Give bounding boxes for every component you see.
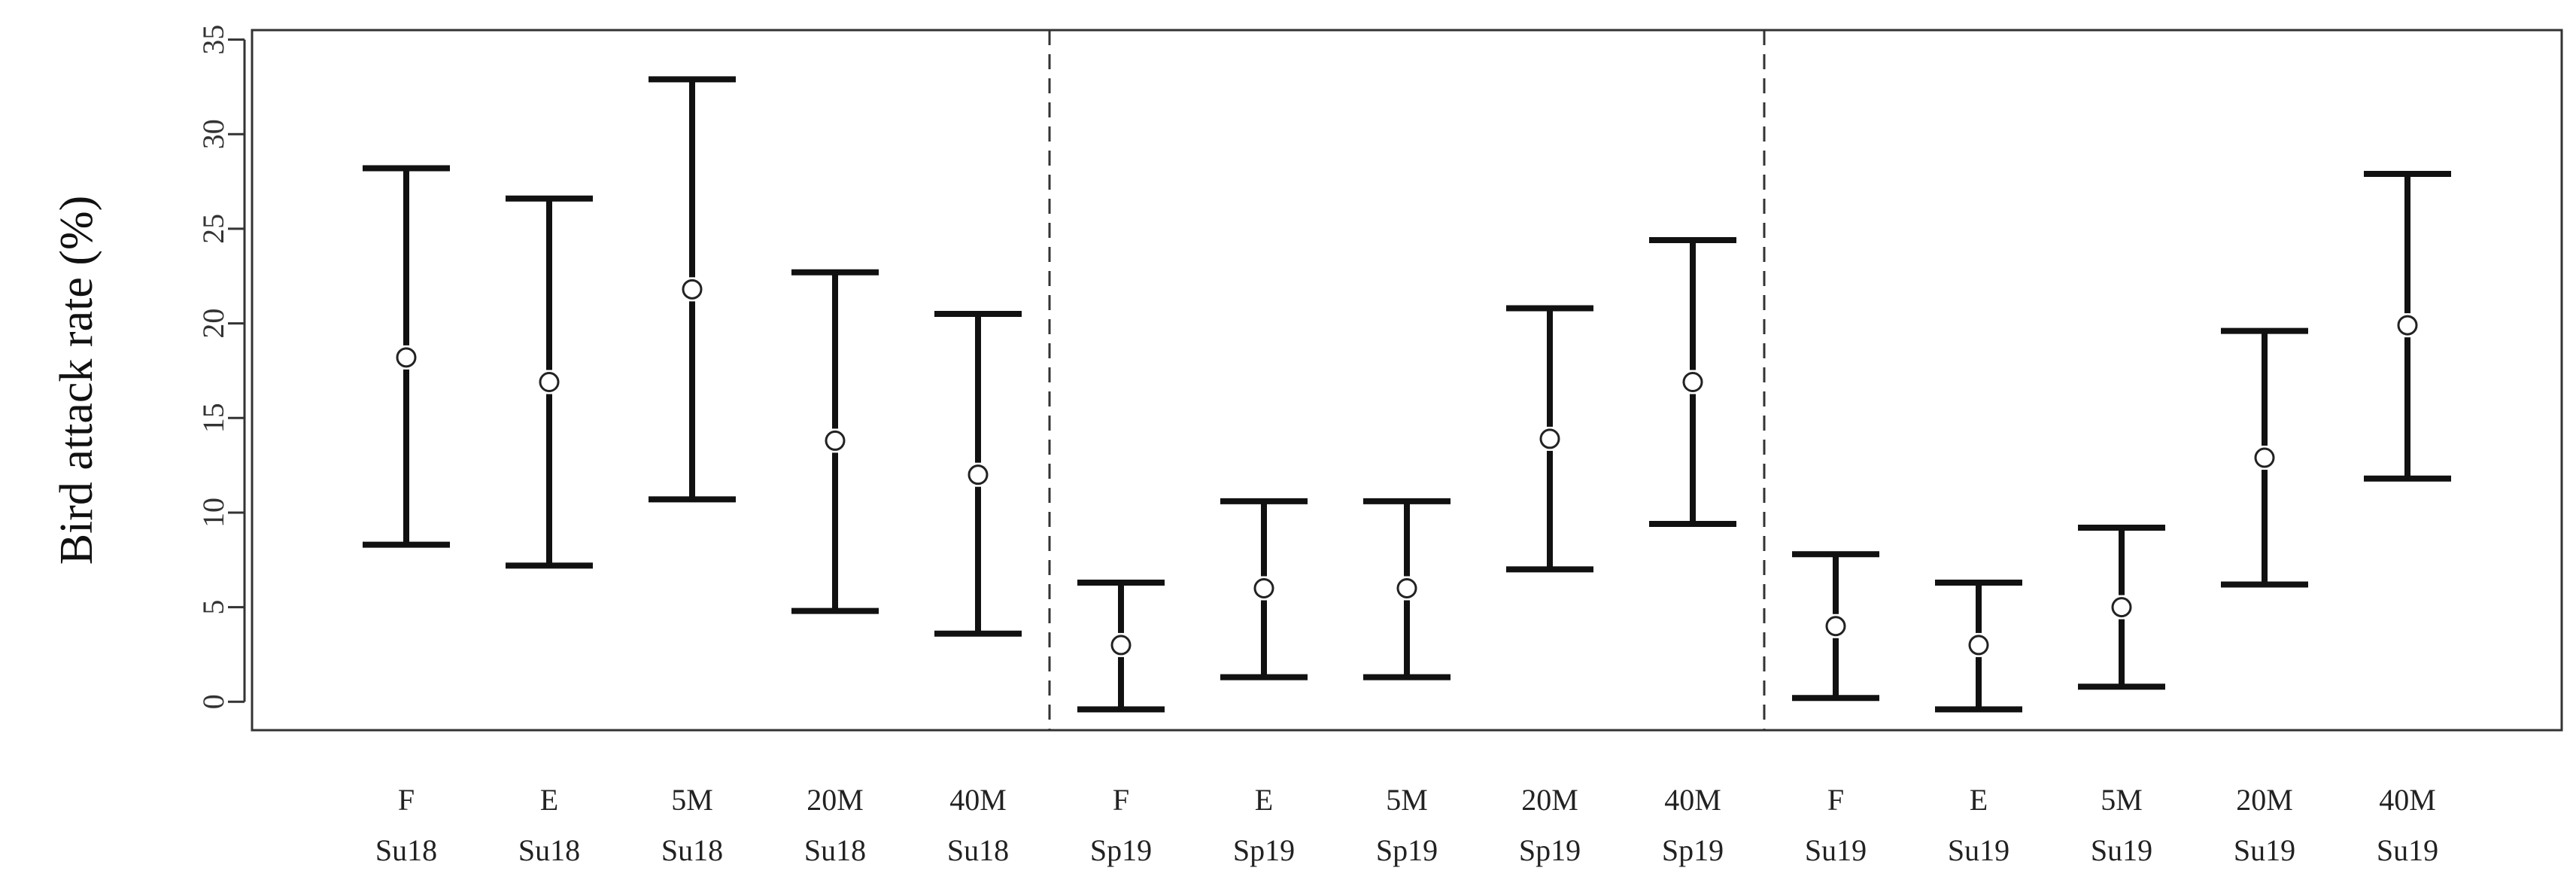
x-tick-label-treatment: 40M — [1664, 783, 1721, 817]
x-tick-label-treatment: 20M — [1521, 783, 1578, 817]
x-tick-label-season: Su19 — [1948, 833, 2009, 867]
x-axis: F Su18 E Su18 5M Su18 20M Su18 40M Su18 F Sp19 E Sp19… — [375, 783, 2438, 867]
y-axis: 0 5 10 15 20 25 30 35 — [196, 25, 246, 709]
y-tick-label: 25 — [196, 214, 230, 244]
error-bar-group — [2078, 525, 2165, 690]
x-tick-label-treatment: E — [540, 783, 558, 817]
error-bar-group — [1077, 579, 1165, 713]
x-tick-label-season: Su18 — [518, 833, 580, 867]
x-tick-label-treatment: E — [1255, 783, 1273, 817]
y-tick-label: 35 — [196, 25, 230, 55]
x-tick-label-season: Su18 — [804, 833, 866, 867]
point-estimate — [1968, 635, 1989, 656]
x-tick-label-treatment: 5M — [1386, 783, 1428, 817]
point-estimate — [682, 279, 703, 300]
y-tick-label: 5 — [196, 600, 230, 615]
x-tick-label-treatment: 5M — [2101, 783, 2143, 817]
error-bar-group — [934, 311, 1022, 637]
error-bar-group — [1935, 579, 2022, 713]
y-tick-label: 0 — [196, 694, 230, 709]
error-bar-group — [649, 76, 736, 503]
y-tick-label: 10 — [196, 498, 230, 528]
x-tick-label-season: Su19 — [2234, 833, 2295, 867]
error-bars-layer — [363, 76, 2451, 713]
error-bar-group — [791, 269, 879, 614]
point-estimate — [539, 372, 560, 393]
x-tick-label-season: Su18 — [947, 833, 1009, 867]
x-tick-label-treatment: 5M — [671, 783, 713, 817]
x-tick-label-treatment: 40M — [949, 783, 1007, 817]
error-bar-group — [1649, 237, 1736, 528]
y-tick-label: 20 — [196, 309, 230, 339]
point-estimate — [1253, 577, 1274, 598]
x-tick-label-season: Sp19 — [1090, 833, 1152, 867]
y-tick-label: 30 — [196, 119, 230, 149]
x-tick-label-treatment: F — [398, 783, 415, 817]
x-tick-label-season: Su19 — [2377, 833, 2438, 867]
x-tick-label-treatment: F — [1113, 783, 1129, 817]
x-tick-label-treatment: 40M — [2379, 783, 2436, 817]
x-tick-label-season: Sp19 — [1519, 833, 1581, 867]
error-bar-group — [363, 165, 450, 548]
error-bar-group — [1506, 305, 1593, 573]
x-tick-label-season: Sp19 — [1376, 833, 1438, 867]
plot-frame-layer — [251, 29, 2563, 732]
point-estimate — [1825, 616, 1846, 637]
x-tick-label-season: Su19 — [1805, 833, 1867, 867]
group-divider-layer — [1048, 30, 1766, 730]
error-bar-group — [1363, 498, 1451, 680]
point-estimate — [968, 464, 989, 486]
error-bar-group — [2221, 327, 2308, 588]
x-tick-label-season: Sp19 — [1662, 833, 1724, 867]
plot-frame — [251, 29, 2563, 732]
error-bar-group — [1792, 551, 1879, 702]
point-estimate — [2254, 447, 2275, 468]
error-bar-group — [1220, 498, 1308, 680]
x-tick-label-treatment: 20M — [2236, 783, 2293, 817]
error-bar-group — [2364, 171, 2451, 482]
x-tick-label-season: Sp19 — [1233, 833, 1295, 867]
point-estimate — [2111, 597, 2132, 618]
point-estimate — [2397, 315, 2418, 336]
point-estimate — [1539, 428, 1560, 449]
point-estimate — [1396, 577, 1417, 598]
x-tick-label-season: Su18 — [661, 833, 723, 867]
point-estimate — [396, 347, 417, 368]
x-tick-label-season: Su19 — [2091, 833, 2152, 867]
point-estimate — [1682, 372, 1703, 393]
point-estimate — [825, 430, 846, 451]
y-tick-label: 15 — [196, 403, 230, 433]
point-estimate — [1110, 635, 1132, 656]
x-tick-label-treatment: F — [1827, 783, 1844, 817]
error-bar-group — [506, 195, 593, 569]
x-tick-label-treatment: E — [1970, 783, 1988, 817]
y-axis-title: Bird attack rate (%) — [51, 196, 102, 565]
x-tick-label-treatment: 20M — [807, 783, 864, 817]
x-tick-label-season: Su18 — [375, 833, 437, 867]
